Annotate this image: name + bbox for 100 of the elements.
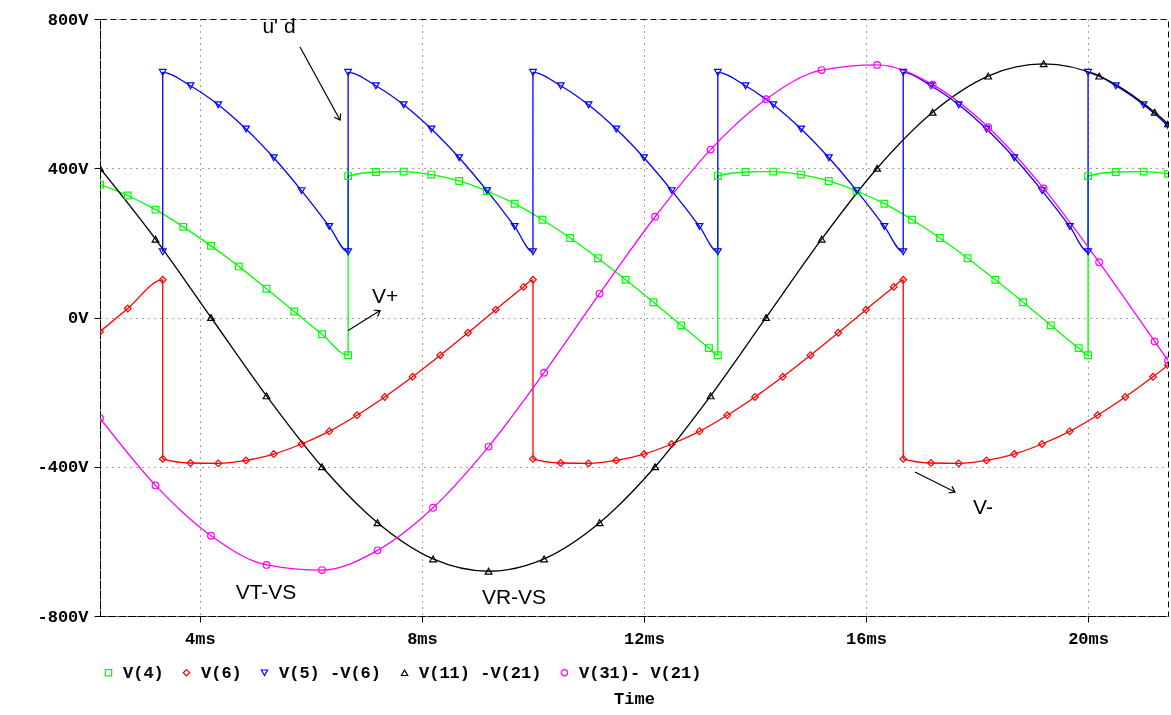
point: [824, 176, 833, 185]
point: [158, 248, 167, 256]
point: [519, 282, 528, 291]
point: [325, 222, 334, 230]
point: [344, 248, 353, 256]
x-tick-label: 8ms: [407, 629, 438, 649]
point: [741, 82, 750, 90]
point: [297, 187, 306, 195]
point: [762, 314, 771, 321]
point: [824, 154, 833, 162]
point: [584, 101, 593, 109]
point: [640, 154, 648, 162]
x-tick-label: 16ms: [846, 629, 887, 649]
point: [741, 168, 750, 176]
point: [269, 154, 278, 162]
point: [899, 68, 908, 76]
y-tick-label: -400V: [37, 458, 90, 478]
point: [1010, 154, 1019, 162]
point: [269, 450, 278, 459]
point: [899, 275, 908, 284]
point: [158, 454, 167, 463]
point: [651, 463, 660, 471]
point: [344, 172, 353, 181]
point: [556, 82, 565, 90]
y-tick-label: 800V: [47, 10, 90, 30]
point: [262, 392, 271, 400]
x-axis-title: Time: [614, 689, 655, 709]
point: [297, 440, 306, 448]
point: [817, 235, 826, 243]
x-tick-label: 12ms: [624, 629, 665, 649]
point: [566, 234, 575, 242]
point: [1111, 168, 1120, 176]
point: [1038, 440, 1046, 448]
point: [484, 442, 493, 451]
point: [510, 199, 519, 208]
point: [373, 519, 382, 527]
point: [158, 275, 167, 284]
point: [1139, 101, 1148, 109]
point: [1150, 337, 1159, 346]
point: [151, 235, 160, 243]
point: [455, 154, 464, 162]
point: [529, 275, 537, 284]
point: [455, 176, 464, 185]
point: [834, 328, 843, 337]
point: [325, 427, 334, 436]
point: [540, 555, 549, 563]
point: [1065, 427, 1074, 436]
point: [529, 454, 537, 463]
point: [1095, 72, 1104, 80]
point: [1046, 321, 1055, 330]
point: [1084, 172, 1093, 181]
point: [593, 254, 602, 263]
annotation: V+: [371, 283, 399, 307]
point: [1121, 393, 1130, 401]
point: [344, 351, 353, 360]
point: [540, 368, 549, 377]
point: [677, 321, 686, 330]
point: [318, 330, 326, 339]
annotation: u' d: [262, 14, 296, 37]
point: [1084, 248, 1093, 256]
point: [186, 82, 195, 90]
point: [991, 275, 1000, 284]
point: [186, 459, 195, 467]
point: [123, 191, 132, 200]
point: [1019, 298, 1028, 307]
point: [612, 125, 621, 133]
point: [207, 531, 215, 540]
point: [380, 393, 389, 401]
y-tick-label: 0V: [68, 309, 90, 328]
point: [713, 68, 722, 76]
point: [889, 282, 898, 291]
point: [556, 459, 565, 467]
point: [651, 212, 660, 221]
annotation: V-: [973, 495, 993, 518]
x-tick-label: 20ms: [1068, 629, 1109, 649]
point: [491, 305, 500, 314]
point: [908, 215, 917, 224]
point: [1039, 60, 1048, 68]
legend-label: V(11) -V(21): [419, 663, 542, 683]
point: [862, 305, 870, 314]
point: [436, 351, 445, 360]
point: [778, 372, 787, 381]
point: [207, 241, 215, 250]
point: [667, 187, 676, 195]
point: [408, 372, 417, 381]
point: [880, 222, 889, 230]
point: [262, 560, 271, 569]
point: [371, 82, 380, 90]
point: [595, 519, 604, 527]
point: [1084, 68, 1093, 76]
point: [214, 101, 223, 109]
point: [123, 304, 132, 313]
point: [873, 164, 882, 172]
point: [954, 459, 963, 468]
point: [899, 454, 908, 463]
point: [1010, 450, 1019, 459]
point: [207, 314, 215, 321]
point: [1095, 258, 1104, 267]
point: [963, 254, 972, 263]
y-tick-label: 400V: [47, 159, 90, 179]
